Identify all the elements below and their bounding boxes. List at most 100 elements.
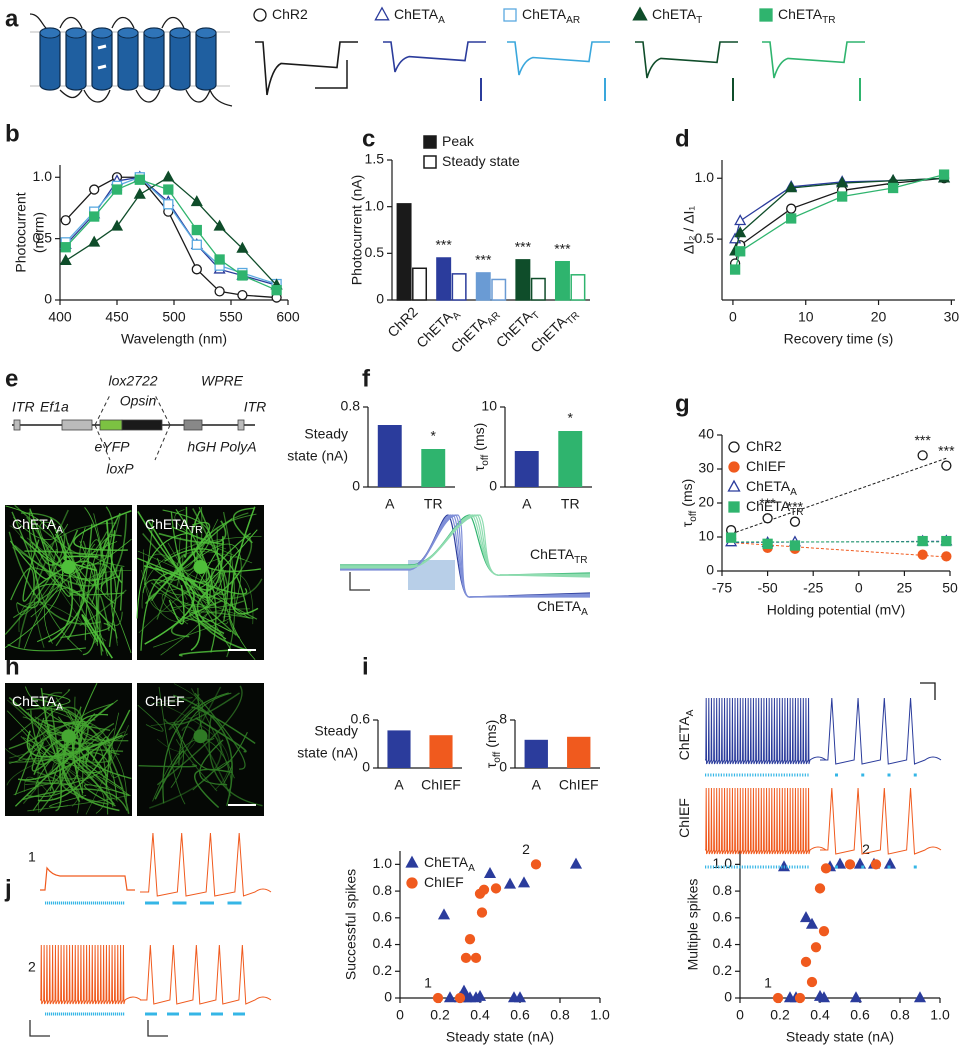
helix-top (40, 28, 60, 38)
point (61, 243, 70, 252)
legend-label-text: ChETA (746, 498, 791, 514)
construct-label: loxP (106, 461, 134, 477)
construct-element (238, 420, 244, 430)
point (735, 215, 745, 224)
panel-label: a (5, 5, 19, 32)
x-tick-label: 30 (944, 309, 960, 325)
bar (397, 204, 410, 300)
point (135, 175, 144, 184)
helix-top (196, 28, 216, 38)
annotation: * (568, 410, 574, 426)
construct-label: Opsin (120, 393, 157, 409)
legend-label-sub: A (790, 487, 797, 498)
bar (477, 273, 490, 300)
legend-marker (504, 9, 516, 21)
point (192, 196, 202, 205)
y-label-unit: (ms) (679, 479, 695, 507)
panel-label: g (675, 390, 690, 417)
trace-label-sub: A (685, 709, 696, 716)
annotation: *** (435, 237, 452, 253)
image-label-text: ChETA (12, 516, 57, 532)
x-tick-label: 450 (105, 309, 129, 325)
y-tick-label: 10 (698, 528, 714, 544)
y-axis-label: state (nA) (287, 448, 348, 464)
x-tick-label: 0.8 (890, 1007, 910, 1023)
bar (413, 268, 426, 300)
x-tick-label: -25 (803, 580, 823, 596)
legend-label: ChR2 (746, 438, 782, 454)
y-tick-label: 1.0 (365, 197, 385, 213)
point (796, 994, 805, 1003)
point (838, 192, 847, 201)
y-tick-label: 1.0 (373, 855, 393, 871)
legend-label-text: ChETA (522, 6, 567, 22)
construct-element (122, 420, 162, 430)
point (238, 271, 247, 280)
scale-bar (315, 60, 347, 88)
point (787, 214, 796, 223)
y-label-sub: off (480, 455, 491, 466)
trace (255, 42, 358, 95)
point (192, 226, 201, 235)
construct-label: eYFP (94, 439, 130, 455)
point (915, 993, 925, 1002)
trace (140, 945, 271, 1004)
point (192, 240, 201, 249)
point (163, 172, 173, 181)
panel-label: c (362, 125, 375, 152)
helix-top (66, 28, 86, 38)
y-tick-label: 0.2 (713, 962, 733, 978)
construct-label: ITR (244, 399, 267, 415)
legend-label-text: ChETA (746, 478, 791, 494)
y-axis-label: τoff(ms) (471, 423, 491, 472)
point (164, 200, 173, 209)
trace (140, 833, 271, 896)
y-tick-label: 0.8 (373, 882, 393, 898)
y-tick-label: 10 (481, 398, 497, 414)
point (61, 216, 70, 225)
point (478, 908, 487, 917)
panel-label: f (362, 365, 371, 392)
legend-marker (633, 8, 646, 20)
legend-marker (407, 857, 418, 867)
point (164, 185, 173, 194)
legend-marker (729, 462, 739, 472)
point (113, 185, 122, 194)
x-tick-label: A (385, 496, 395, 512)
x-tick-label-text: ChR2 (384, 303, 421, 340)
annotation: * (431, 428, 437, 444)
point (774, 994, 783, 1003)
y-axis-label: Multiple spikes (685, 879, 701, 971)
x-tick-label: 0.6 (850, 1007, 870, 1023)
soma (194, 729, 208, 743)
trace (762, 42, 865, 78)
point (820, 927, 829, 936)
bar (516, 260, 529, 300)
scale-bar (920, 683, 935, 700)
image-label-text: ChETA (145, 516, 190, 532)
scale-bar (350, 572, 370, 590)
legend-label-text: ChETA (652, 6, 697, 22)
scale-bar (30, 1020, 50, 1036)
image-label: ChIEF (145, 693, 185, 709)
legend-label-sub: A (468, 863, 475, 874)
y-axis-label: Photocurrent (13, 192, 29, 272)
annotation: *** (554, 240, 571, 256)
x-tick-label: 0 (736, 1007, 744, 1023)
y-label-sub: off (688, 511, 699, 522)
y-label-unit: (ms) (483, 720, 499, 748)
legend-label-sub: A (438, 15, 445, 26)
x-tick-label: 0 (855, 580, 863, 596)
x-axis-label: Steady state (nA) (446, 1029, 554, 1045)
x-tick-label: ChIEF (559, 777, 599, 793)
x-tick-label: ChR2 (384, 303, 421, 340)
point (889, 184, 898, 193)
panel-label: e (5, 365, 18, 392)
point (872, 860, 881, 869)
legend-label-sub: AR (566, 15, 580, 26)
point (90, 212, 99, 221)
point (802, 957, 811, 966)
x-tick-label: 25 (897, 580, 913, 596)
